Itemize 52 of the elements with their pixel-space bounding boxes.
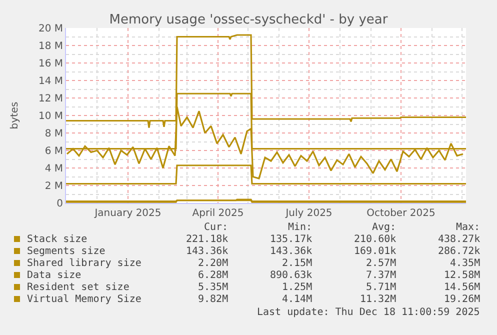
text: Max: — [456, 222, 480, 233]
text: 2.57M — [366, 258, 396, 269]
text: 890.63k — [270, 270, 312, 281]
legend-label: Shared library size — [27, 258, 142, 269]
y-tick-label: 18 M — [38, 41, 63, 52]
text: 135.17k — [270, 234, 312, 245]
legend-label: Resident set size — [27, 282, 130, 293]
legend-label: Data size — [27, 270, 82, 281]
text: 221.18k — [186, 234, 228, 245]
text: 438.27k — [438, 234, 480, 245]
text: Cur: — [204, 222, 228, 233]
legend-label: Stack size — [27, 234, 88, 245]
y-tick-label: 14 M — [38, 76, 63, 87]
text: 9.82M — [198, 294, 228, 305]
text: 2.15M — [282, 258, 312, 269]
x-tick-label: July 2025 — [284, 208, 332, 219]
y-tick-label: 0 — [56, 198, 63, 210]
x-tick-label: October 2025 — [366, 208, 436, 219]
y-tick-label: 12 M — [38, 94, 63, 104]
text: Last update: Thu Dec 18 11:00:59 2025 — [257, 307, 480, 318]
text: Avg: — [372, 222, 396, 233]
text: 169.01k — [354, 246, 396, 257]
text: 210.60k — [354, 234, 396, 245]
text: 14.56M — [444, 282, 480, 293]
text: 1.25M — [282, 282, 312, 293]
y-tick-label: 16 M — [38, 58, 63, 70]
y-tick-label: 6 M — [44, 146, 63, 157]
text: 143.36k — [186, 246, 228, 257]
text: 4.14M — [282, 294, 312, 305]
text: 12.58M — [444, 270, 480, 281]
text: 5.71M — [366, 282, 396, 293]
legend-label: Segments size — [27, 246, 106, 257]
text: 7.37M — [366, 270, 396, 281]
y-tick-label: 4 M — [44, 164, 63, 174]
text: 286.72k — [438, 246, 480, 257]
text: 4.35M — [450, 258, 480, 269]
y-tick-label: 10 M — [38, 111, 63, 122]
text: 11.32M — [360, 294, 396, 305]
x-tick-label: January 2025 — [94, 208, 162, 219]
y-tick-label: 8 M — [44, 128, 63, 140]
text: Min: — [288, 222, 312, 233]
y-tick-label: 20 M — [38, 24, 63, 34]
legend-label: Virtual Memory Size — [27, 294, 142, 305]
chart-title: Memory usage 'ossec-syscheckd' - by year — [109, 12, 388, 28]
y-tick-label: 2 M — [44, 181, 63, 192]
text: 5.35M — [198, 282, 228, 293]
text: 2.20M — [198, 258, 228, 269]
text: 19.26M — [444, 294, 480, 305]
x-tick-label: April 2025 — [192, 208, 244, 219]
text: 143.36k — [270, 246, 312, 257]
y-axis-title: bytes — [9, 102, 20, 130]
text: 6.28M — [198, 270, 228, 281]
